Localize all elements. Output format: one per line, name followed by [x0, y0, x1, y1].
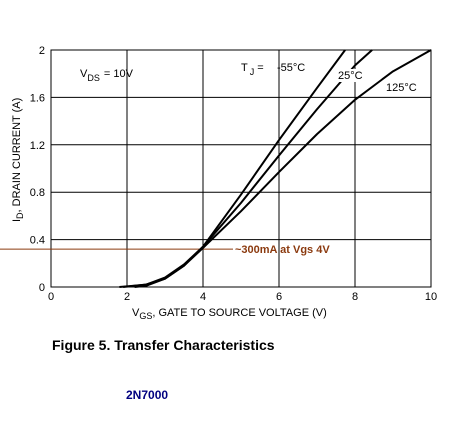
y-axis-label: ID, DRAIN CURRENT (A)	[11, 98, 25, 222]
curve	[123, 49, 373, 288]
temp-main: T	[241, 62, 248, 74]
y-tick-label: 0.4	[30, 235, 45, 247]
legend-label: -55°C	[277, 62, 305, 74]
plot-frame	[50, 49, 432, 288]
label-bg	[336, 69, 376, 82]
temp-sub: J	[250, 67, 255, 77]
condition-main: V	[80, 68, 88, 80]
curve	[134, 49, 432, 288]
condition-label: VDS = 10V	[80, 68, 134, 83]
y-tick-label: 0	[39, 282, 45, 294]
condition-sub: DS	[87, 73, 100, 83]
y-tick-label: 1.6	[30, 92, 45, 104]
x-tick-label: 10	[425, 291, 437, 303]
legend-label: 25°C	[338, 70, 363, 82]
y-tick-label: 0.8	[30, 187, 45, 199]
y-tick-label: 1.2	[30, 140, 45, 152]
y-tick-label: 2	[39, 45, 45, 57]
temp-eq: =	[257, 62, 263, 74]
x-tick-label: 8	[352, 291, 358, 303]
x-label-sub: GS	[139, 311, 152, 321]
x-axis-label: VGS, GATE TO SOURCE VOLTAGE (V)	[132, 307, 327, 321]
x-label-rest: , GATE TO SOURCE VOLTAGE (V)	[152, 307, 326, 319]
condition-rest: = 10V	[104, 68, 134, 80]
x-tick-label: 4	[200, 291, 206, 303]
y-label-main: I	[11, 219, 23, 222]
part-number: 2N7000	[126, 388, 168, 402]
x-label-main: V	[132, 307, 140, 319]
y-label-rest: , DRAIN CURRENT (A)	[11, 98, 23, 213]
x-tick-label: 0	[48, 291, 54, 303]
legend-label: 125°C	[386, 82, 417, 94]
annotation: ~300mA at Vgs 4V	[235, 244, 330, 256]
x-tick-label: 6	[276, 291, 282, 303]
y-label-sub: D	[15, 212, 25, 219]
label-bg	[384, 81, 424, 94]
x-tick-label: 2	[124, 291, 130, 303]
chart-title: Figure 5. Transfer Characteristics	[52, 337, 275, 353]
temperature-prefix: T J =	[241, 62, 264, 77]
